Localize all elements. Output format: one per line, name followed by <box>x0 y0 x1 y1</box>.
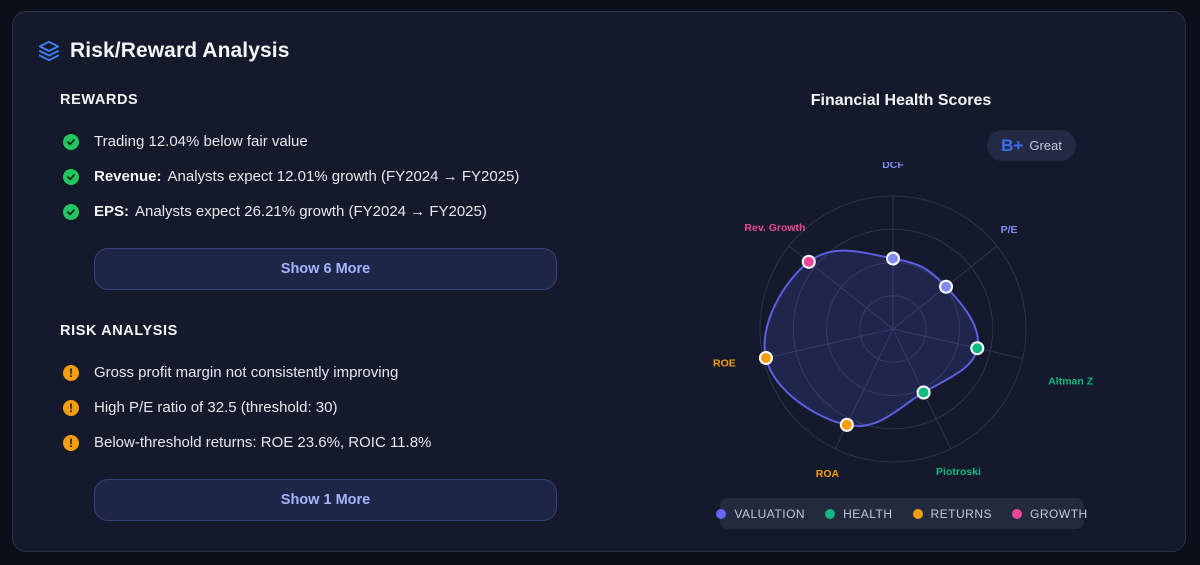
show-more-rewards-button[interactable]: Show 6 More <box>94 248 557 290</box>
axis-label-p-e: P/E <box>1001 224 1018 236</box>
axis-label-altman-z: Altman Z <box>1048 376 1093 388</box>
card-header: Risk/Reward Analysis <box>38 39 290 63</box>
risk-item: ! Below-threshold returns: ROE 23.6%, RO… <box>63 434 431 451</box>
axis-label-roe: ROE <box>713 358 736 370</box>
point-piotroski <box>916 385 931 400</box>
legend-label: HEALTH <box>843 506 893 521</box>
grid-spoke <box>763 328 894 360</box>
reward-text: Trading 12.04% below fair value <box>94 133 308 150</box>
warning-icon: ! <box>63 434 79 451</box>
axis-label-dcf: DCF <box>882 162 904 171</box>
radar-chart: DCF P/E Altman Z Piotroski ROA ROE Rev. Growth <box>713 162 1093 480</box>
axis-label-piotroski: Piotroski <box>936 466 981 478</box>
card-title: Risk/Reward Analysis <box>70 39 290 62</box>
check-circle-icon <box>63 203 79 220</box>
grade-value: B+ <box>1001 135 1024 155</box>
point-roe <box>758 351 773 366</box>
legend-item-valuation: VALUATION <box>716 507 805 521</box>
warning-icon: ! <box>63 399 79 416</box>
point-p-e <box>939 279 954 294</box>
legend-item-returns: RETURNS <box>912 506 993 521</box>
legend-label: RETURNS <box>930 506 993 521</box>
point-rev-growth <box>801 254 816 269</box>
reward-label: EPS: <box>94 203 130 220</box>
check-circle-icon <box>63 168 79 185</box>
risk-text: Gross profit margin not consistently imp… <box>94 364 399 381</box>
risk-analysis-title: RISK ANALYSIS <box>60 323 178 339</box>
check-circle-icon <box>63 133 79 150</box>
reward-text: Analysts expect 12.01% growth (FY2024 → … <box>167 168 520 185</box>
point-roa <box>839 417 854 432</box>
rewards-title: REWARDS <box>60 92 139 108</box>
point-dcf <box>886 251 900 266</box>
layers-icon <box>38 40 60 62</box>
legend-dot <box>912 508 923 519</box>
warning-icon: ! <box>63 364 79 381</box>
risk-text: High P/E ratio of 32.5 (threshold: 30) <box>94 399 338 416</box>
chart-legend: VALUATION HEALTH RETURNS GROWTH <box>716 498 1087 529</box>
grade-label: Great <box>1029 138 1062 153</box>
risk-text: Below-threshold returns: ROE 23.6%, ROIC… <box>94 434 432 451</box>
reward-item: EPS: Analysts expect 26.21% growth (FY20… <box>63 203 487 220</box>
chart-title: Financial Health Scores <box>810 92 992 109</box>
risk-item: ! High P/E ratio of 32.5 (threshold: 30) <box>63 399 337 416</box>
legend-dot <box>716 508 727 519</box>
reward-item: Trading 12.04% below fair value <box>63 133 308 150</box>
reward-label: Revenue: <box>94 168 162 185</box>
reward-item: Revenue: Analysts expect 12.01% growth (… <box>63 168 519 185</box>
reward-text: Analysts expect 26.21% growth (FY2024 → … <box>135 203 487 220</box>
point-altman-z <box>970 341 985 356</box>
legend-item-health: HEALTH <box>825 507 892 521</box>
legend-label: GROWTH <box>1030 506 1088 521</box>
risk-item: ! Gross profit margin not consistently i… <box>63 364 398 381</box>
radar-area <box>763 249 979 428</box>
legend-dot <box>825 508 836 519</box>
grid-spoke <box>892 328 1023 360</box>
legend-dot <box>1012 508 1023 519</box>
legend-item-growth: GROWTH <box>1012 507 1088 521</box>
grade-badge: B+ Great <box>987 130 1076 161</box>
show-more-risks-button[interactable]: Show 1 More <box>94 479 557 521</box>
axis-label-roa: ROA <box>816 468 840 480</box>
risk-reward-card: Risk/Reward Analysis REWARDS Trading 12.… <box>12 11 1186 552</box>
legend-label: VALUATION <box>734 506 806 521</box>
axis-label-rev-growth: Rev. Growth <box>744 222 805 234</box>
